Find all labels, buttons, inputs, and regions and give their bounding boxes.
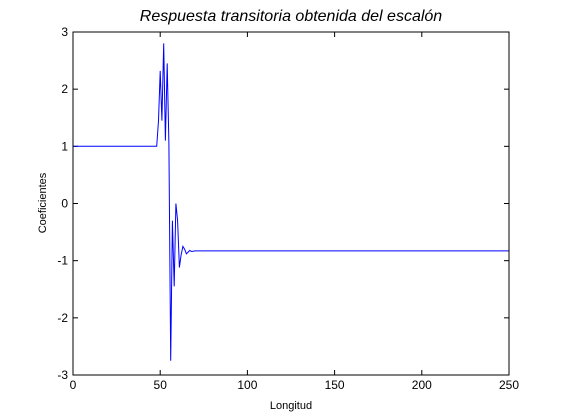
series-line [73, 43, 509, 361]
plot-background [73, 32, 509, 375]
x-tick-label: 0 [70, 378, 77, 392]
x-tick-label: 200 [412, 378, 432, 392]
x-tick-label: 250 [499, 378, 519, 392]
y-tick-label: 1 [61, 139, 68, 153]
x-tick-label: 150 [325, 378, 345, 392]
y-tick-label: -3 [57, 368, 68, 382]
y-tick-label: 3 [61, 25, 68, 39]
x-tick-label: 50 [154, 378, 168, 392]
y-axis-label: Coeficientes [37, 172, 49, 233]
y-tick-label: 2 [61, 82, 68, 96]
x-axis-label: Longitud [270, 400, 312, 412]
y-tick-label: 0 [61, 197, 68, 211]
y-tick-label: -2 [57, 311, 68, 325]
labels-layer: 0 50 100 150 200 250 -3 -2 -1 0 1 2 3 [57, 25, 519, 392]
chart-title: Respuesta transitoria obtenida del escal… [140, 8, 443, 25]
x-tick-label: 100 [237, 378, 257, 392]
plot-frame [72, 31, 510, 376]
y-tick-label: -1 [57, 254, 68, 268]
